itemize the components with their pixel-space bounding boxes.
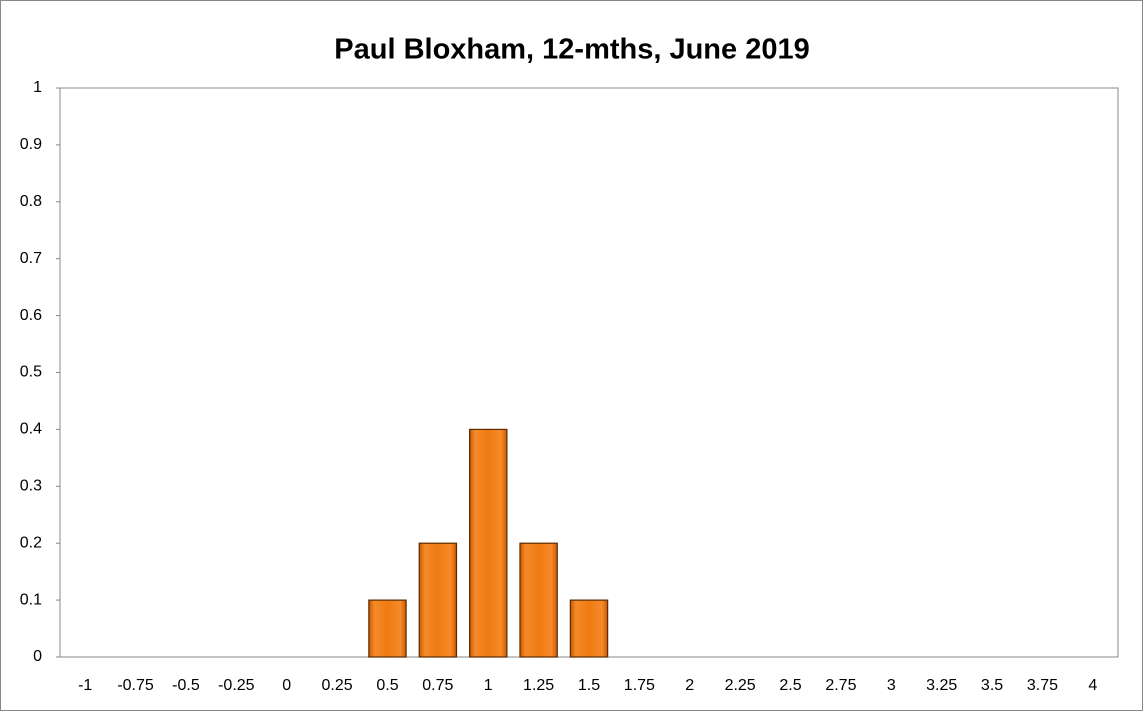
x-tick-label: 3.75	[1027, 677, 1058, 694]
y-tick-label: 0.6	[20, 307, 42, 324]
bar	[569, 599, 609, 658]
x-tick-label: 2	[685, 677, 694, 694]
x-tick-label: -1	[78, 677, 92, 694]
x-tick-label: 3.25	[926, 677, 957, 694]
x-tick-label: 1	[484, 677, 493, 694]
x-tick-label: 4	[1088, 677, 1097, 694]
x-tick-label: 1.5	[578, 677, 600, 694]
x-tick-label: 3.5	[981, 677, 1003, 694]
y-tick-label: 0.7	[20, 250, 42, 267]
y-tick-label: 0.9	[20, 136, 42, 153]
y-tick-label: 0.2	[20, 534, 42, 551]
y-tick-label: 0	[33, 648, 42, 665]
x-tick-label: 2.5	[779, 677, 801, 694]
chart-title: Paul Bloxham, 12-mths, June 2019	[334, 34, 809, 66]
bar	[418, 542, 458, 658]
x-tick-label: -0.25	[218, 677, 255, 694]
x-tick-label: 0.25	[322, 677, 353, 694]
y-tick-label: 0.3	[20, 478, 42, 495]
x-tick-label: 1.75	[624, 677, 655, 694]
x-tick-label: 0	[282, 677, 291, 694]
x-tick-label: 0.75	[422, 677, 453, 694]
x-tick-label: 0.5	[376, 677, 398, 694]
x-tick-label: 1.25	[523, 677, 554, 694]
y-tick-label: 0.1	[20, 591, 42, 608]
x-tick-label: 2.25	[725, 677, 756, 694]
x-tick-label: -0.5	[172, 677, 200, 694]
bar	[519, 542, 558, 658]
y-tick-label: 0.8	[20, 193, 42, 210]
bar	[468, 428, 508, 658]
bar	[368, 599, 407, 658]
y-tick-label: 1	[33, 79, 42, 96]
x-tick-label: 2.75	[825, 677, 856, 694]
y-tick-label: 0.4	[20, 421, 42, 438]
x-tick-label: -0.75	[117, 677, 154, 694]
x-tick-label: 3	[887, 677, 896, 694]
y-tick-label: 0.5	[20, 364, 42, 381]
